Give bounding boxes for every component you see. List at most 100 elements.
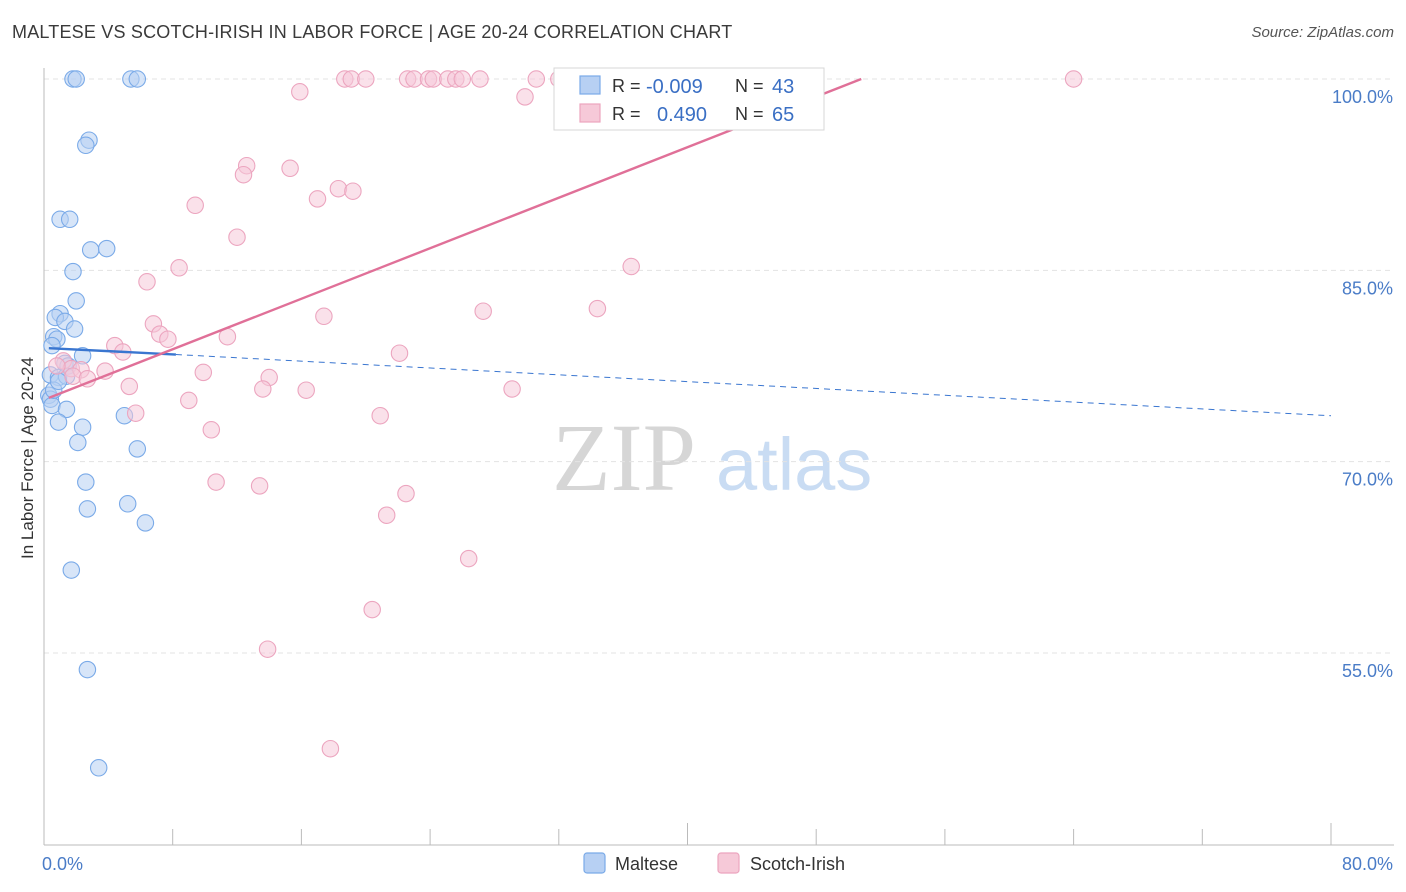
legend-r-value-maltese: -0.009 — [646, 76, 703, 98]
point-maltese-29 — [49, 413, 68, 431]
legend-n-value-scotch-irish: 65 — [772, 104, 794, 126]
point-scotch-irish-48 — [120, 377, 139, 396]
point-maltese-18 — [43, 336, 61, 355]
point-scotch-irish-25 — [186, 196, 204, 215]
point-scotch-irish-35 — [474, 302, 492, 320]
trend-solid-scotch-irish — [48, 77, 862, 400]
point-maltese-8 — [81, 241, 100, 259]
point-maltese-28 — [57, 400, 76, 419]
point-scotch-irish-27 — [170, 259, 188, 277]
watermark-atlas: atlas — [716, 423, 872, 506]
grid-lines: 100.0% 85.0% 70.0% 55.0% — [44, 78, 1394, 681]
point-maltese-27 — [43, 396, 61, 415]
point-maltese-11 — [67, 292, 85, 310]
y-axis-label: In Labor Force | Age 20-24 — [18, 357, 37, 559]
y-tick-label-1: 85.0% — [1342, 278, 1393, 298]
point-maltese-10 — [64, 262, 82, 281]
point-scotch-irish-56 — [207, 473, 225, 491]
point-scotch-irish-53 — [126, 404, 145, 422]
chart-source: Source: ZipAtlas.com — [1251, 24, 1394, 41]
point-scotch-irish-17 — [291, 83, 309, 101]
point-scotch-irish-18 — [516, 88, 534, 106]
point-scotch-irish-22 — [329, 179, 348, 198]
point-scotch-irish-29 — [622, 257, 640, 276]
point-maltese-40 — [89, 759, 108, 777]
point-scotch-irish-49 — [254, 380, 272, 398]
x-tick-label-max: 80.0% — [1342, 854, 1393, 874]
point-scotch-irish-55 — [202, 421, 221, 439]
point-scotch-irish-26 — [228, 228, 246, 246]
point-scotch-irish-50 — [297, 381, 315, 399]
point-scotch-irish-59 — [377, 506, 396, 524]
y-tick-label-0: 100.0% — [1332, 87, 1393, 107]
point-scotch-irish-34 — [315, 307, 333, 326]
chart-title: MALTESE VS SCOTCH-IRISH IN LABOR FORCE |… — [12, 22, 733, 42]
point-maltese-38 — [62, 561, 81, 579]
point-scotch-irish-32 — [159, 330, 177, 348]
point-scotch-irish-2 — [357, 70, 375, 88]
bottom-legend-swatch-maltese — [583, 852, 606, 874]
point-maltese-1 — [67, 70, 85, 88]
point-scotch-irish-1 — [342, 70, 361, 88]
legend-r-label-scotch-irish: R = — [612, 104, 641, 124]
point-maltese-37 — [136, 514, 155, 532]
point-scotch-irish-10 — [471, 70, 489, 88]
point-scotch-irish-9 — [453, 70, 472, 88]
point-maltese-7 — [60, 210, 79, 229]
point-scotch-irish-57 — [250, 477, 269, 495]
point-scotch-irish-6 — [424, 70, 443, 88]
point-maltese-42 — [49, 372, 68, 391]
legend-swatch-scotch-irish — [579, 103, 601, 123]
point-scotch-irish-23 — [344, 182, 362, 200]
y-tick-label-2: 70.0% — [1342, 470, 1393, 490]
point-maltese-35 — [78, 500, 97, 518]
legend-r-value-scotch-irish: 0.490 — [657, 104, 707, 126]
point-scotch-irish-61 — [363, 600, 381, 619]
point-scotch-irish-28 — [138, 273, 156, 291]
trend-solid-maltese — [48, 346, 176, 356]
axes — [43, 68, 1394, 846]
legend-swatch-maltese — [579, 75, 601, 95]
point-maltese-31 — [69, 433, 87, 452]
point-scotch-irish-44 — [194, 363, 213, 382]
trend-dashed-maltese — [175, 354, 1332, 417]
legend-n-value-maltese: 43 — [772, 76, 794, 98]
bottom-legend-label-maltese: Maltese — [615, 854, 678, 874]
point-maltese-15 — [65, 320, 84, 338]
point-scotch-irish-11 — [527, 70, 546, 88]
legend-r-label-maltese: R = — [612, 76, 641, 96]
legend-n-label-maltese: N = — [735, 76, 764, 96]
point-scotch-irish-54 — [371, 406, 389, 425]
point-maltese-34 — [77, 473, 95, 491]
y-tick-label-3: 55.0% — [1342, 661, 1393, 681]
correlation-legend: R = -0.009 N = 43 R = 0.490 N = 65 — [553, 67, 825, 131]
point-scotch-irish-58 — [397, 484, 415, 503]
point-scotch-irish-62 — [258, 640, 277, 658]
point-scotch-irish-24 — [308, 190, 327, 208]
trend-lines — [48, 77, 1332, 417]
point-scotch-irish-20 — [234, 165, 253, 184]
point-maltese-33 — [128, 440, 147, 458]
point-scotch-irish-21 — [281, 159, 299, 178]
bottom-legend-swatch-scotch-irish — [717, 852, 740, 874]
point-scotch-irish-60 — [459, 549, 478, 568]
point-scotch-irish-52 — [180, 391, 198, 410]
point-maltese-36 — [118, 495, 137, 513]
data-points — [40, 70, 1083, 777]
point-maltese-5 — [77, 136, 95, 155]
legend-n-label-scotch-irish: N = — [735, 104, 764, 124]
point-scotch-irish-51 — [503, 380, 521, 398]
point-maltese-3 — [128, 70, 147, 88]
point-maltese-30 — [73, 418, 92, 436]
point-scotch-irish-64 — [48, 357, 66, 375]
point-maltese-9 — [97, 239, 116, 258]
point-maltese-39 — [78, 660, 97, 679]
point-scotch-irish-4 — [405, 70, 423, 88]
bottom-legend-label-scotch-irish: Scotch-Irish — [750, 854, 845, 874]
point-scotch-irish-36 — [588, 299, 607, 318]
point-scotch-irish-63 — [321, 739, 340, 758]
point-scotch-irish-45 — [64, 367, 82, 385]
x-tick-label-min: 0.0% — [42, 854, 83, 874]
watermark-zip: ZIP — [552, 404, 696, 511]
